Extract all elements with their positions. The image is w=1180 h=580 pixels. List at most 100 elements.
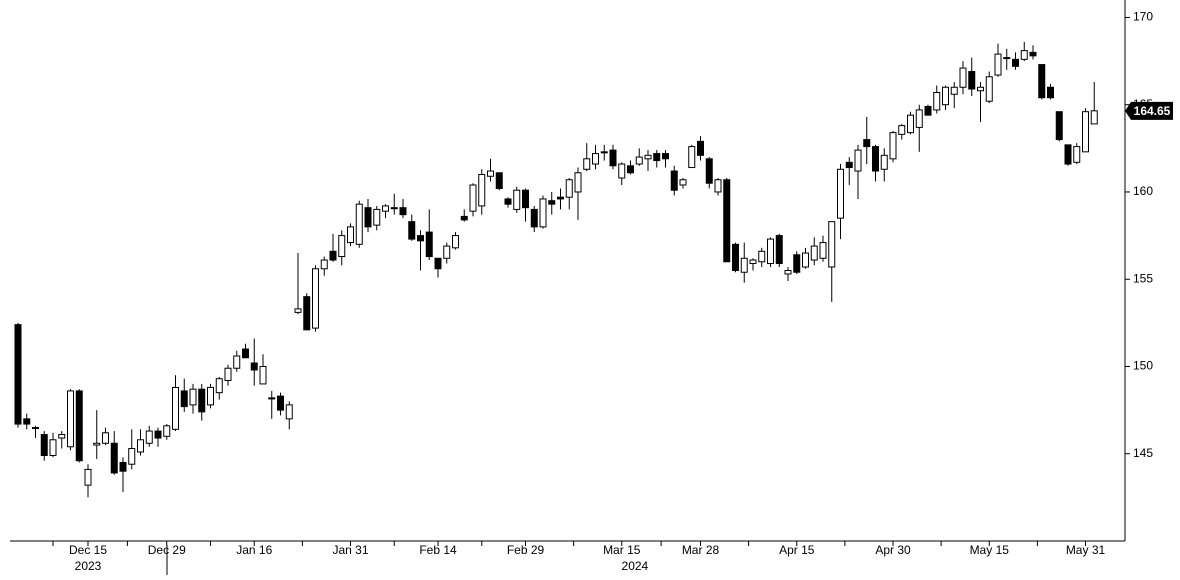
candle-body	[968, 71, 976, 90]
candle-body	[180, 390, 188, 408]
candle-body	[119, 461, 127, 472]
candle-body	[854, 149, 862, 172]
candle-body	[128, 448, 136, 465]
last-value-label: 164.65	[1134, 104, 1171, 118]
y-tick-label: 170	[1133, 10, 1153, 24]
candle-body	[1064, 144, 1072, 165]
candle-body	[898, 125, 906, 135]
x-tick-label: Feb 29	[507, 543, 545, 557]
candle-body	[303, 296, 311, 331]
candle-body	[207, 386, 214, 406]
candle-body	[478, 174, 486, 207]
candle-body	[793, 254, 801, 273]
candle-body	[1073, 146, 1081, 163]
candle-body	[487, 170, 494, 177]
candle-body	[880, 154, 888, 170]
candle-body	[1047, 86, 1054, 99]
candle-body	[382, 205, 389, 212]
candle-body	[758, 250, 766, 263]
candle-body	[609, 149, 617, 167]
candle-body	[224, 367, 232, 381]
candle-body	[915, 109, 923, 128]
candle-body	[565, 179, 573, 198]
candle-body	[355, 203, 363, 245]
candle-body	[67, 390, 74, 448]
x-tick-label: Mar 28	[682, 543, 720, 557]
candle-body	[513, 189, 521, 210]
candle-body	[84, 468, 92, 486]
candle-body	[784, 270, 792, 275]
candle-body	[1029, 51, 1037, 57]
candle-body	[242, 348, 249, 359]
y-tick-label: 155	[1133, 271, 1153, 285]
candle-body	[338, 235, 346, 258]
candle-body	[994, 53, 1002, 76]
candle-body	[198, 388, 206, 413]
candle-body	[495, 172, 503, 189]
candle-body	[312, 268, 319, 329]
candle-body	[189, 388, 197, 406]
candle-body	[23, 418, 31, 425]
candle-body	[950, 86, 958, 95]
candle-body	[102, 432, 109, 444]
candle-body	[1020, 50, 1028, 60]
candle-body	[425, 231, 433, 258]
candle-body	[259, 365, 267, 385]
candle-body	[277, 395, 284, 411]
candle-body	[285, 404, 293, 420]
candle-body	[233, 355, 241, 369]
candle-body	[14, 324, 22, 425]
candle-body	[530, 208, 538, 228]
candle-body	[714, 179, 722, 193]
candle-body	[172, 386, 179, 430]
x-tick-label: Apr 15	[779, 543, 815, 557]
candle-body	[837, 168, 844, 219]
candle-body	[154, 430, 162, 439]
candle-body	[819, 242, 827, 259]
candle-body	[75, 390, 83, 462]
candle-body	[1012, 58, 1019, 67]
candle-body	[452, 235, 459, 249]
x-tick-label: Dec 15	[69, 543, 107, 557]
candle-body	[364, 207, 372, 228]
y-tick-label: 160	[1133, 184, 1153, 198]
candle-body	[845, 161, 853, 169]
candle-body	[145, 430, 153, 444]
candle-body	[1003, 57, 1011, 60]
candle-body	[443, 245, 451, 259]
last-value-box	[1125, 101, 1173, 120]
candle-body	[522, 189, 529, 209]
candle-body	[924, 105, 932, 116]
candle-body	[907, 114, 914, 134]
candle-body	[705, 158, 713, 184]
candle-body	[574, 172, 582, 193]
candle-body	[373, 208, 381, 226]
candle-body	[504, 198, 512, 205]
candle-body	[1082, 111, 1089, 153]
candle-body	[670, 170, 678, 191]
candle-body	[627, 165, 634, 174]
candle-body	[635, 156, 643, 165]
candle-body	[137, 439, 144, 453]
candle-body	[863, 139, 871, 148]
candle-body	[539, 198, 547, 228]
candle-body	[802, 252, 809, 268]
x-tick-label: May 15	[970, 543, 1010, 557]
candle-body	[469, 184, 477, 212]
candle-body	[1090, 110, 1098, 125]
candle-body	[889, 132, 897, 160]
candle-body	[294, 308, 302, 313]
candle-body	[408, 221, 416, 240]
candle-body	[775, 235, 783, 265]
candle-body	[749, 259, 757, 265]
candle-body	[93, 442, 101, 446]
candle-body	[40, 434, 48, 456]
candle-body	[417, 235, 424, 242]
x-tick-label: Jan 31	[332, 543, 368, 557]
candle-body	[933, 91, 941, 111]
y-tick-label: 150	[1133, 359, 1153, 373]
candle-body	[732, 243, 739, 272]
candle-body	[268, 397, 276, 400]
